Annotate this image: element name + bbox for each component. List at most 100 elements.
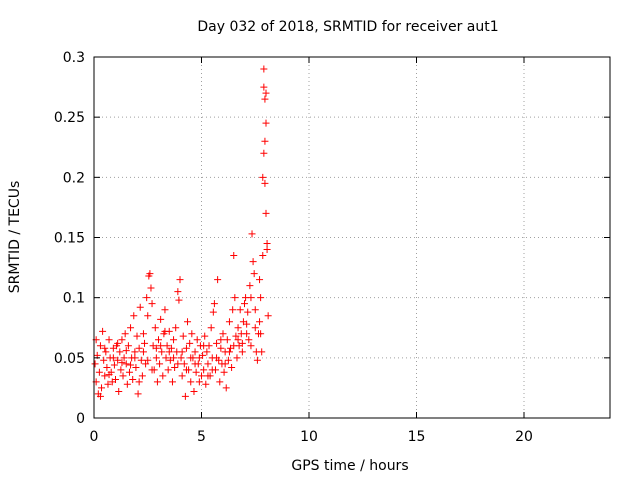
data-point bbox=[101, 344, 109, 352]
data-point bbox=[231, 294, 239, 302]
data-point bbox=[141, 339, 149, 347]
data-point bbox=[217, 344, 225, 352]
data-point bbox=[170, 336, 178, 344]
data-point bbox=[130, 312, 138, 320]
data-point bbox=[213, 339, 221, 347]
data-point bbox=[142, 360, 150, 368]
y-tick-label: 0.25 bbox=[54, 110, 85, 126]
data-point bbox=[216, 378, 224, 386]
data-point bbox=[175, 296, 183, 304]
data-point bbox=[103, 363, 111, 371]
data-point bbox=[105, 336, 113, 344]
data-point bbox=[118, 359, 126, 367]
y-tick-label: 0.15 bbox=[54, 231, 85, 247]
data-point bbox=[245, 336, 253, 344]
data-point bbox=[114, 356, 122, 364]
data-point bbox=[250, 270, 258, 278]
data-point bbox=[182, 344, 190, 352]
data-point bbox=[109, 354, 117, 362]
data-point bbox=[155, 336, 162, 344]
data-point bbox=[217, 336, 225, 344]
data-point bbox=[170, 354, 178, 362]
data-point bbox=[132, 363, 140, 371]
data-point bbox=[234, 324, 242, 332]
data-point bbox=[208, 366, 216, 374]
data-point bbox=[159, 372, 167, 380]
data-point bbox=[167, 344, 175, 352]
y-tick-label: 0 bbox=[76, 411, 85, 427]
data-point bbox=[137, 356, 145, 364]
data-point bbox=[214, 276, 222, 284]
data-point bbox=[178, 348, 186, 356]
data-point bbox=[195, 354, 203, 362]
data-point bbox=[174, 360, 182, 368]
data-point bbox=[127, 324, 135, 332]
data-point bbox=[133, 332, 141, 340]
data-point bbox=[131, 354, 139, 362]
data-point bbox=[246, 282, 254, 290]
data-point bbox=[259, 252, 267, 260]
data-point bbox=[119, 372, 127, 380]
x-axis-ticks: 0 5 10 15 20 bbox=[90, 57, 533, 445]
data-point bbox=[261, 179, 269, 187]
data-point bbox=[229, 306, 237, 314]
data-point bbox=[243, 320, 251, 328]
data-point bbox=[187, 354, 195, 362]
data-point bbox=[261, 95, 269, 103]
data-point bbox=[259, 173, 267, 181]
data-point bbox=[95, 368, 103, 376]
data-point bbox=[243, 330, 251, 338]
data-point bbox=[203, 348, 211, 356]
data-point bbox=[148, 300, 156, 308]
data-point bbox=[209, 308, 217, 316]
data-point bbox=[262, 119, 270, 127]
y-tick-label: 0.3 bbox=[63, 50, 85, 66]
data-point bbox=[165, 348, 173, 356]
data-point bbox=[224, 356, 232, 364]
data-point bbox=[225, 348, 233, 356]
data-point bbox=[263, 246, 271, 254]
data-point bbox=[186, 339, 194, 347]
data-point bbox=[202, 380, 210, 388]
y-axis-label: SRMTID / TECUs bbox=[7, 181, 23, 294]
data-point bbox=[98, 384, 106, 392]
data-point bbox=[191, 360, 199, 368]
data-point bbox=[200, 342, 208, 350]
data-point bbox=[115, 388, 123, 396]
data-point bbox=[201, 332, 209, 340]
data-point bbox=[131, 348, 139, 356]
data-point bbox=[249, 258, 257, 266]
data-point bbox=[112, 375, 119, 383]
data-point bbox=[204, 360, 212, 368]
data-point bbox=[190, 388, 198, 396]
data-point bbox=[179, 332, 187, 340]
data-point bbox=[148, 366, 156, 374]
data-point bbox=[191, 348, 199, 356]
data-point bbox=[228, 363, 236, 371]
data-point bbox=[122, 360, 130, 368]
x-tick-label: 5 bbox=[197, 429, 206, 445]
data-point bbox=[180, 360, 188, 368]
data-point bbox=[260, 83, 268, 91]
data-point bbox=[124, 342, 132, 350]
data-point bbox=[257, 330, 265, 338]
data-point bbox=[123, 380, 131, 388]
data-point bbox=[187, 378, 195, 386]
data-point bbox=[138, 372, 146, 380]
data-point bbox=[172, 324, 180, 332]
x-axis-label: GPS time / hours bbox=[291, 458, 408, 474]
data-point bbox=[182, 366, 190, 374]
data-point bbox=[264, 312, 272, 320]
data-point bbox=[230, 342, 238, 350]
data-point bbox=[236, 306, 244, 314]
data-point bbox=[244, 308, 252, 316]
data-point bbox=[210, 300, 218, 308]
data-point bbox=[233, 354, 241, 362]
x-tick-label: 0 bbox=[90, 429, 99, 445]
data-point bbox=[139, 348, 147, 356]
data-point bbox=[118, 336, 126, 344]
x-tick-label: 10 bbox=[300, 429, 318, 445]
y-tick-label: 0.2 bbox=[63, 170, 85, 186]
data-point bbox=[105, 371, 113, 379]
data-point bbox=[200, 366, 208, 374]
